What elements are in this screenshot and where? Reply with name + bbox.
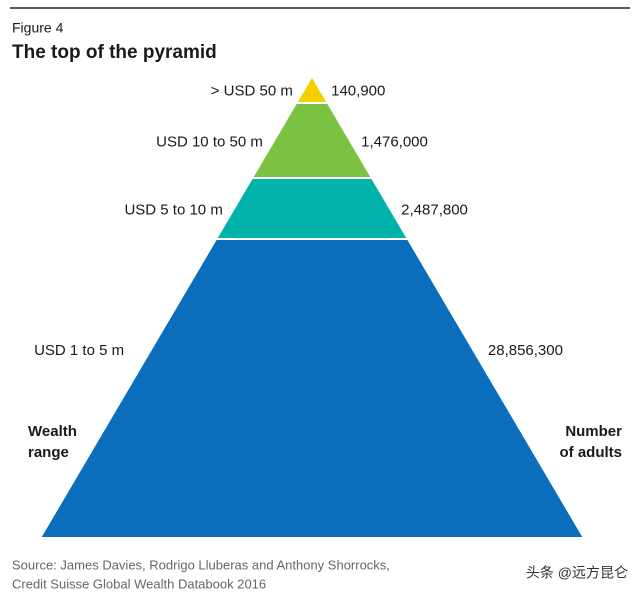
adults-value-label: 28,856,300 — [488, 342, 563, 359]
figure-label: Figure 4 — [12, 20, 64, 36]
pyramid-segment — [38, 238, 586, 539]
wealth-range-label: USD 10 to 50 m — [156, 133, 263, 150]
left-axis-label: Wealth — [28, 423, 77, 440]
adults-value-label: 1,476,000 — [361, 133, 428, 150]
adults-value-label: 2,487,800 — [401, 201, 468, 218]
watermark: 头条 @远方昆仑 — [526, 565, 628, 581]
right-axis-label: Number — [565, 423, 622, 440]
pyramid-segment — [214, 177, 410, 240]
chart-title: The top of the pyramid — [12, 42, 217, 63]
pyramid-segment — [250, 102, 374, 179]
wealth-range-label: USD 1 to 5 m — [34, 342, 124, 359]
source: Credit Suisse Global Wealth Databook 201… — [12, 576, 266, 591]
left-axis-label: range — [28, 444, 69, 461]
source: Source: James Davies, Rodrigo Lluberas a… — [12, 557, 390, 572]
adults-value-label: 140,900 — [331, 82, 385, 99]
wealth-range-label: USD 5 to 10 m — [124, 201, 222, 218]
right-axis-label: of adults — [560, 444, 623, 461]
pyramid-segment — [294, 74, 330, 104]
wealth-range-label: > USD 50 m — [211, 82, 293, 99]
